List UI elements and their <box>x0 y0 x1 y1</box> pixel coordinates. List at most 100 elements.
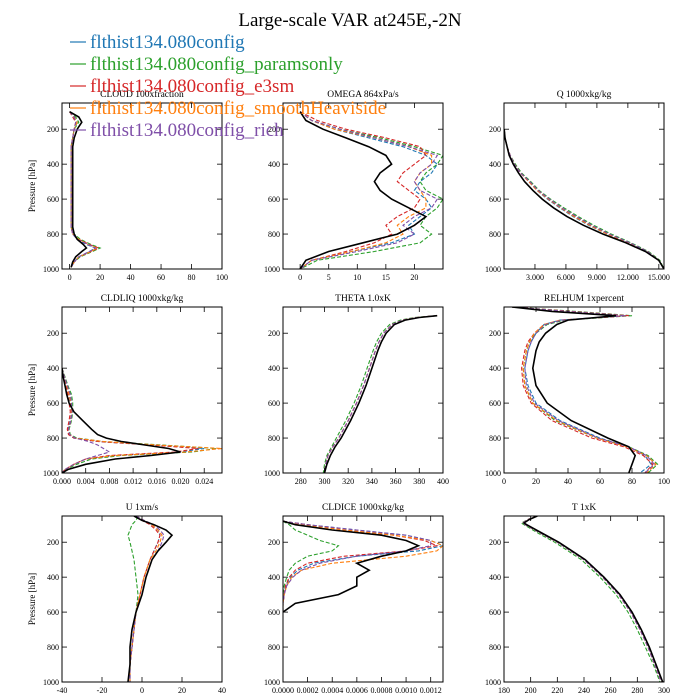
x-tick-label: 15.000 <box>648 273 670 282</box>
panel-title: THETA 1.0xK <box>335 294 391 304</box>
y-tick-label: 600 <box>268 608 280 617</box>
series-line-2 <box>322 315 438 473</box>
x-tick-label: 12.000 <box>617 273 639 282</box>
x-tick-label: 0.0008 <box>370 686 392 695</box>
y-tick-label: 1000 <box>264 265 280 274</box>
y-tick-label: 800 <box>268 643 280 652</box>
y-tick-label: 200 <box>268 538 280 547</box>
x-tick-label: 6.000 <box>557 273 575 282</box>
series-group <box>322 314 438 473</box>
x-tick-label: 100 <box>216 273 228 282</box>
panel-6: 0 20 40 60 80 100 200 400 600 800 1000 RELHUM 1xper… <box>485 294 670 486</box>
series-line-6 <box>299 111 428 269</box>
y-tick-label: 1000 <box>43 265 59 274</box>
panel-4: 0.000 0.004 0.008 0.012 0.016 0.020 0.024 200 40… <box>27 294 223 486</box>
plot-frame <box>282 102 444 270</box>
legend-entry-2: flthist134.080config_paramsonly <box>90 54 343 75</box>
panel-title: CLOUD 100xfraction <box>100 89 184 100</box>
x-tick-label: 0.020 <box>172 477 190 486</box>
x-tick-label: 10 <box>353 273 361 282</box>
x-tick-label: 9.000 <box>588 273 606 282</box>
x-tick-label: 0.0002 <box>297 686 319 695</box>
series-line-6 <box>127 516 174 682</box>
y-tick-label: 600 <box>47 195 59 204</box>
y-tick-label: 400 <box>268 364 280 373</box>
series-line-5 <box>62 368 111 473</box>
panel-title: Q 1000xkg/kg <box>557 90 612 100</box>
legend-entry-5: flthist134.080config_rich <box>90 120 284 141</box>
x-tick-label: 0.016 <box>148 477 166 486</box>
plot-frame <box>61 102 223 270</box>
x-tick-label: 0.024 <box>195 477 213 486</box>
series-line-5 <box>504 129 664 269</box>
x-tick-label: 60 <box>596 477 604 486</box>
series-group <box>69 111 102 268</box>
plot-frame <box>61 306 223 474</box>
x-tick-label: 0 <box>68 273 72 282</box>
x-tick-label: 20 <box>410 273 418 282</box>
y-tick-label: 1000 <box>485 265 501 274</box>
x-tick-label: 20 <box>178 686 186 695</box>
series-line-6 <box>504 129 664 269</box>
legend-entry-1: flthist134.080config <box>90 32 245 53</box>
x-tick-label: 260 <box>605 686 617 695</box>
series-group <box>127 516 174 682</box>
plot-frame <box>282 515 444 683</box>
y-tick-label: 400 <box>47 364 59 373</box>
y-tick-label: 200 <box>47 538 59 547</box>
panel-7: -40 -20 0 20 40 200 400 600 800 1000 U 1xm/s Pressu… <box>27 503 226 695</box>
y-tick-label: 400 <box>489 160 501 169</box>
x-tick-label: 40 <box>127 273 135 282</box>
y-tick-label: 400 <box>268 573 280 582</box>
y-tick-label: 200 <box>489 538 501 547</box>
series-group <box>520 516 664 682</box>
x-tick-label: 15 <box>382 273 390 282</box>
series-line-6 <box>511 307 637 473</box>
series-line-6 <box>69 111 88 268</box>
series-line-3 <box>62 368 199 473</box>
panel-9: 180 200 220 240 260 280 300 200 400 600 800 1000 T 1… <box>485 503 670 695</box>
x-tick-label: 300 <box>658 686 670 695</box>
series-line-5 <box>69 111 97 268</box>
series-group <box>283 520 443 613</box>
y-tick-label: 200 <box>47 125 59 134</box>
x-tick-label: 0 <box>502 477 506 486</box>
x-tick-label: 400 <box>437 477 449 486</box>
x-tick-label: 280 <box>295 477 307 486</box>
panel-1: 0 20 40 60 80 100 200 400 600 800 1000 CLOUD 100xfr… <box>27 89 228 282</box>
y-tick-label: 1000 <box>43 469 59 478</box>
x-tick-label: 20 <box>532 477 540 486</box>
x-tick-label: 0 <box>140 686 144 695</box>
y-tick-label: 600 <box>268 195 280 204</box>
x-tick-label: -40 <box>57 686 68 695</box>
series-line-6 <box>283 520 421 613</box>
panel-title: OMEGA 864xPa/s <box>327 90 399 100</box>
y-tick-label: 800 <box>268 230 280 239</box>
series-group <box>62 368 222 473</box>
y-tick-label: 1000 <box>485 678 501 687</box>
series-line-6 <box>62 368 181 473</box>
x-tick-label: 220 <box>551 686 563 695</box>
x-tick-label: 320 <box>342 477 354 486</box>
series-line-2 <box>62 368 217 473</box>
series-line-4 <box>129 516 163 682</box>
x-tick-label: 240 <box>578 686 590 695</box>
x-tick-label: -20 <box>97 686 108 695</box>
x-tick-label: 0.000 <box>53 477 71 486</box>
x-tick-label: 340 <box>366 477 378 486</box>
x-tick-label: 300 <box>318 477 330 486</box>
x-tick-label: 20 <box>96 273 104 282</box>
x-tick-label: 40 <box>218 686 226 695</box>
figure-title: Large-scale VAR at245E,-2N <box>238 10 461 31</box>
y-tick-label: 600 <box>489 608 501 617</box>
x-tick-label: 3.000 <box>526 273 544 282</box>
panel-8: 0.0000 0.0002 0.0004 0.0006 0.0008 0.0010 0.00… <box>264 503 444 695</box>
panel-title: CLDICE 1000xkg/kg <box>322 503 404 513</box>
y-tick-label: 800 <box>47 643 59 652</box>
y-tick-label: 400 <box>47 573 59 582</box>
y-tick-label: 400 <box>489 364 501 373</box>
series-line-2 <box>520 516 661 682</box>
series-line-1 <box>511 307 652 473</box>
series-line-5 <box>299 111 439 269</box>
